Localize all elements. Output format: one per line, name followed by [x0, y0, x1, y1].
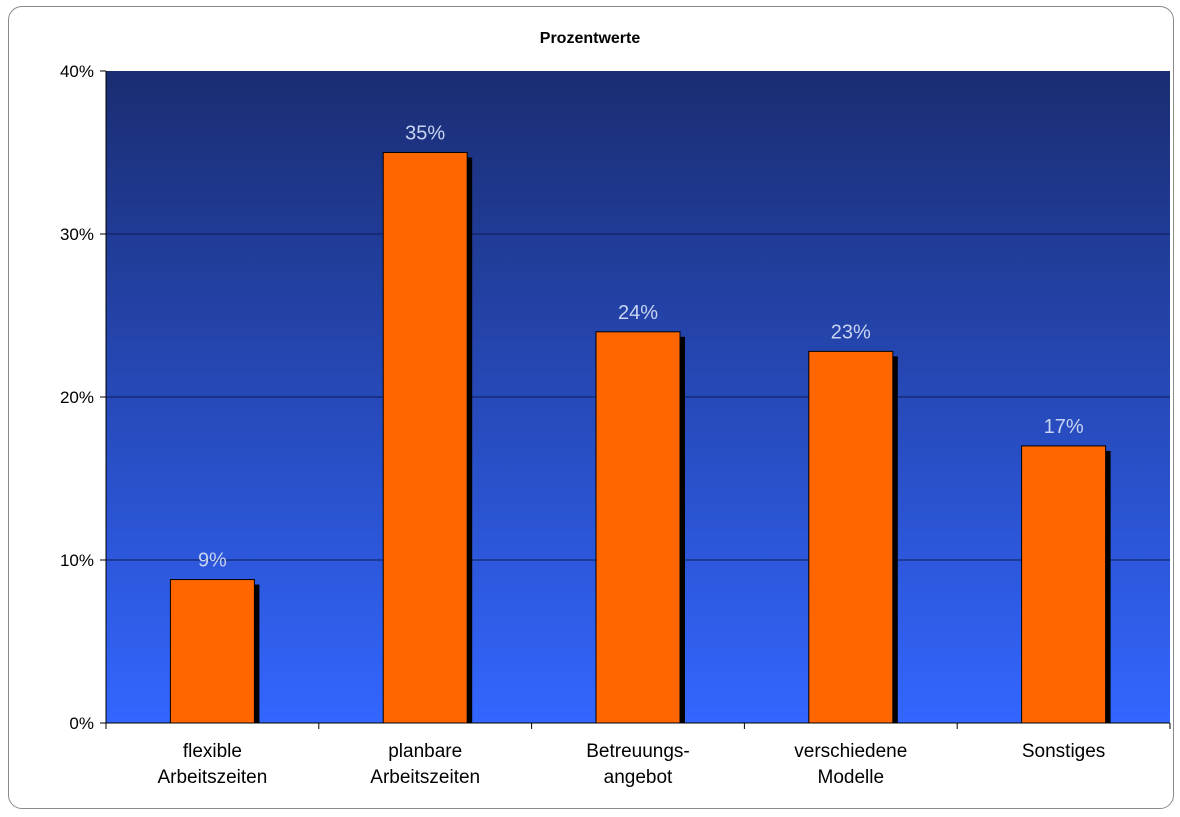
labels: 0% 10% 20% 30% 40% 9% flexible Arbeitszeiten 35%… [60, 62, 1105, 788]
data-label: 35% [405, 123, 445, 145]
x-tick-label: Modelle [818, 767, 885, 788]
bar [382, 152, 468, 724]
y-tick-label: 30% [60, 225, 94, 244]
x-tick-label: Arbeitszeiten [157, 767, 267, 788]
data-label: 24% [618, 302, 658, 324]
bar [808, 350, 894, 724]
chart-title: Prozentwerte [540, 30, 641, 47]
x-tick-label: planbare [388, 741, 462, 762]
x-tick-label: Betreuungs- [586, 741, 690, 762]
x-tick-label: Sonstiges [1022, 741, 1105, 762]
y-tick-label: 10% [60, 551, 94, 570]
x-tick-label: Arbeitszeiten [370, 767, 480, 788]
y-tick-label: 0% [69, 714, 94, 733]
x-tick-label: flexible [183, 741, 242, 762]
x-tick-label: verschiedene [794, 741, 907, 762]
data-label: 23% [831, 321, 871, 343]
x-tick-label: angebot [604, 767, 673, 788]
y-tick-label: 40% [60, 62, 94, 81]
bar [1021, 445, 1107, 724]
bars [169, 152, 1111, 724]
bar [169, 579, 255, 724]
data-label: 17% [1044, 416, 1084, 438]
data-label: 9% [198, 550, 227, 572]
bar [595, 331, 681, 724]
y-tick-label: 20% [60, 388, 94, 407]
